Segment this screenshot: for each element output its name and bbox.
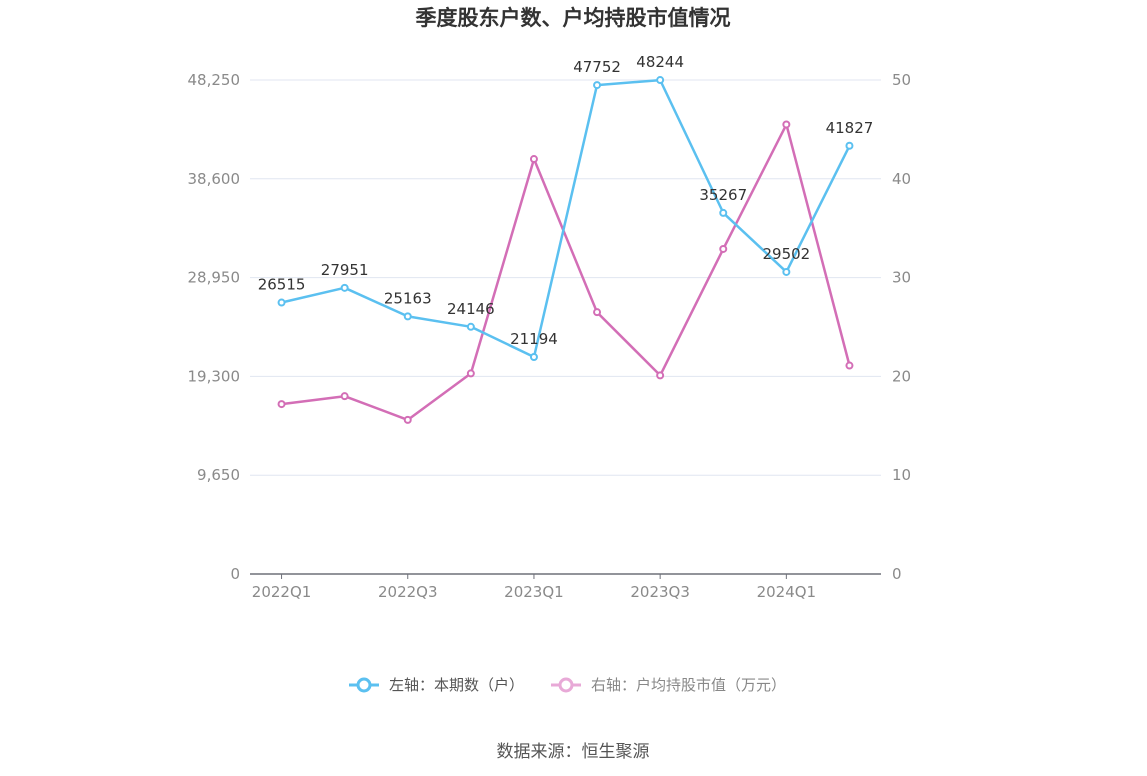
data-label: 24146 (447, 300, 495, 318)
point-avg-holding-value[interactable] (845, 361, 854, 370)
legend-item-right-series[interactable]: 右轴：户均持股市值（万元） (551, 676, 786, 694)
x-axis-tick-label: 2022Q1 (252, 583, 312, 601)
data-label: 47752 (573, 58, 621, 76)
point-avg-holding-value[interactable] (529, 155, 538, 164)
chart-title: 季度股东户数、户均持股市值情况 (416, 6, 731, 30)
data-label: 25163 (384, 289, 432, 307)
point-shareholders[interactable] (277, 298, 286, 307)
legend-item-left-series[interactable]: 左轴：本期数（户） (349, 676, 524, 694)
point-shareholders[interactable] (466, 322, 475, 331)
data-label: 21194 (510, 330, 558, 348)
data-labels: 26515 27951 25163 24146 21194 47752 48244 35267… (258, 53, 874, 348)
right-axis-tick-label: 10 (892, 466, 911, 484)
legend: 左轴：本期数（户） 右轴：户均持股市值（万元） (349, 676, 786, 694)
left-axis-tick-label: 48,250 (188, 71, 241, 89)
legend-label-left: 左轴：本期数（户） (389, 676, 524, 694)
series-lines (277, 76, 854, 424)
data-label: 41827 (826, 119, 874, 137)
data-label: 26515 (258, 276, 306, 294)
right-axis-tick-label: 20 (892, 367, 911, 385)
right-axis-tick-label: 50 (892, 71, 911, 89)
legend-label-right: 右轴：户均持股市值（万元） (591, 676, 786, 694)
point-avg-holding-value[interactable] (593, 308, 602, 317)
point-shareholders[interactable] (656, 76, 665, 85)
point-avg-holding-value[interactable] (466, 369, 475, 378)
series-line-shareholders (281, 78, 851, 359)
point-shareholders[interactable] (719, 208, 728, 217)
right-axis-tick-label: 40 (892, 170, 911, 188)
data-label: 48244 (636, 53, 684, 71)
point-avg-holding-value[interactable] (403, 415, 412, 424)
right-axis-tick-label: 30 (892, 269, 911, 287)
x-axis-tick-label: 2023Q3 (630, 583, 690, 601)
point-shareholders[interactable] (529, 353, 538, 362)
point-avg-holding-value[interactable] (719, 244, 728, 253)
point-shareholders[interactable] (782, 267, 791, 276)
axes: 0 0 9,650 10 19,300 20 28,950 30 38,600 40 48,250 5… (188, 71, 912, 601)
point-avg-holding-value[interactable] (340, 392, 349, 401)
x-axis-tick-label: 2024Q1 (757, 583, 817, 601)
data-label: 27951 (321, 261, 369, 279)
data-label: 35267 (699, 186, 747, 204)
series-line-avg-holding-value (281, 123, 851, 422)
x-axis-tick-label: 2023Q1 (504, 583, 564, 601)
point-shareholders[interactable] (593, 81, 602, 90)
x-axis-tick-label: 2022Q3 (378, 583, 438, 601)
legend-swatch-marker (558, 677, 574, 693)
point-avg-holding-value[interactable] (277, 400, 286, 409)
point-avg-holding-value[interactable] (782, 120, 791, 129)
left-axis-tick-label: 28,950 (188, 269, 241, 287)
gridlines (250, 79, 881, 476)
source-note: 数据来源：恒生聚源 (497, 742, 650, 762)
point-shareholders[interactable] (845, 141, 854, 150)
data-label: 29502 (762, 245, 810, 263)
left-axis-tick-label: 19,300 (188, 367, 241, 385)
point-avg-holding-value[interactable] (656, 371, 665, 380)
left-axis-tick-label: 0 (230, 565, 240, 583)
point-shareholders[interactable] (340, 283, 349, 292)
point-shareholders[interactable] (403, 312, 412, 321)
right-axis-tick-label: 0 (892, 565, 902, 583)
left-axis-tick-label: 9,650 (197, 466, 240, 484)
left-axis-tick-label: 38,600 (188, 170, 241, 188)
legend-swatch-marker (356, 677, 372, 693)
